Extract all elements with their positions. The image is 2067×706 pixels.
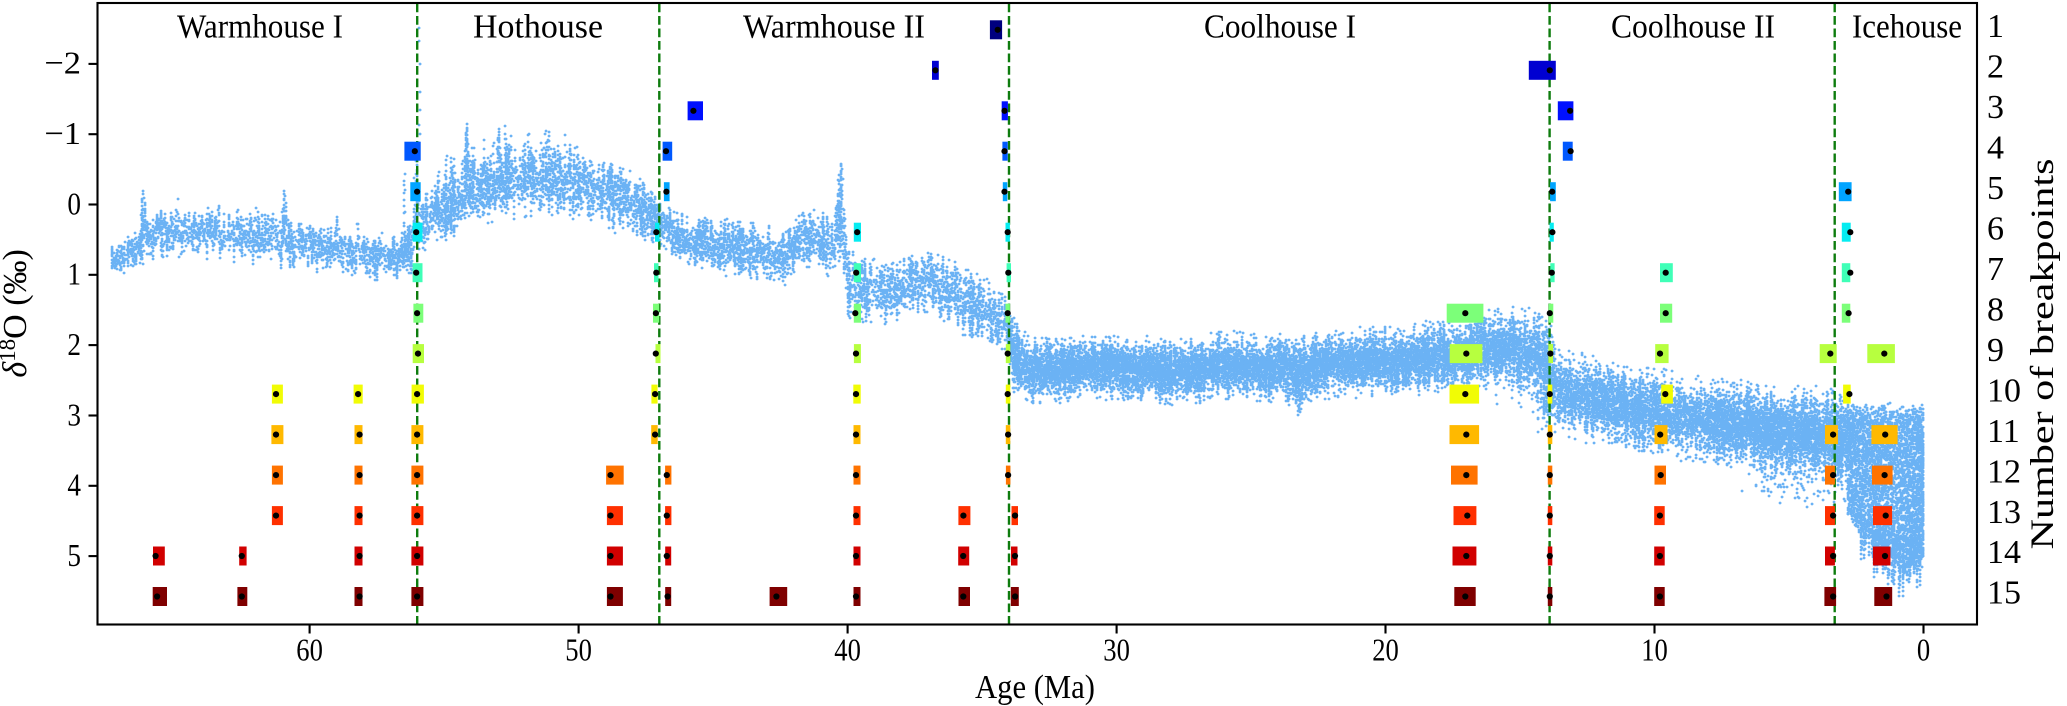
svg-text:5: 5 — [67, 537, 81, 573]
svg-text:7: 7 — [1987, 251, 2004, 288]
svg-text:Warmhouse I: Warmhouse I — [177, 9, 343, 46]
svg-text:Coolhouse II: Coolhouse II — [1611, 9, 1775, 46]
svg-text:40: 40 — [834, 632, 861, 668]
svg-text:13: 13 — [1987, 494, 2021, 531]
svg-text:60: 60 — [296, 632, 323, 668]
svg-text:5: 5 — [1987, 170, 2004, 207]
svg-text:3: 3 — [67, 396, 81, 432]
svg-text:30: 30 — [1103, 632, 1130, 668]
svg-text:14: 14 — [1987, 534, 2021, 571]
svg-text:15: 15 — [1987, 575, 2021, 612]
svg-text:12: 12 — [1987, 453, 2021, 490]
svg-text:9: 9 — [1987, 332, 2004, 369]
svg-text:Warmhouse II: Warmhouse II — [743, 9, 925, 46]
svg-text:50: 50 — [565, 632, 592, 668]
svg-text:3: 3 — [1987, 89, 2004, 126]
svg-text:4: 4 — [67, 467, 81, 503]
svg-text:11: 11 — [1987, 413, 2020, 450]
svg-text:4: 4 — [1987, 129, 2004, 166]
svg-text:2: 2 — [1987, 49, 2004, 86]
svg-text:8: 8 — [1987, 291, 2004, 328]
svg-text:20: 20 — [1372, 632, 1399, 668]
svg-text:6: 6 — [1987, 210, 2004, 247]
svg-text:10: 10 — [1641, 632, 1668, 668]
svg-text:1: 1 — [1987, 8, 2004, 45]
svg-text:−2: −2 — [44, 45, 81, 81]
svg-text:0: 0 — [1917, 632, 1930, 668]
svg-text:Number of breakpoints: Number of breakpoints — [2025, 159, 2061, 550]
svg-text:0: 0 — [67, 185, 81, 221]
svg-text:2: 2 — [67, 326, 81, 362]
svg-text:Age (Ma): Age (Ma) — [975, 669, 1095, 706]
svg-text:Coolhouse I: Coolhouse I — [1204, 9, 1356, 46]
svg-text:1: 1 — [67, 256, 81, 292]
svg-text:10: 10 — [1987, 372, 2021, 409]
svg-text:Hothouse: Hothouse — [473, 9, 603, 46]
svg-text:Icehouse: Icehouse — [1852, 9, 1962, 46]
svg-text:−1: −1 — [44, 115, 81, 151]
svg-text:δ18O (‰): δ18O (‰) — [0, 249, 34, 378]
